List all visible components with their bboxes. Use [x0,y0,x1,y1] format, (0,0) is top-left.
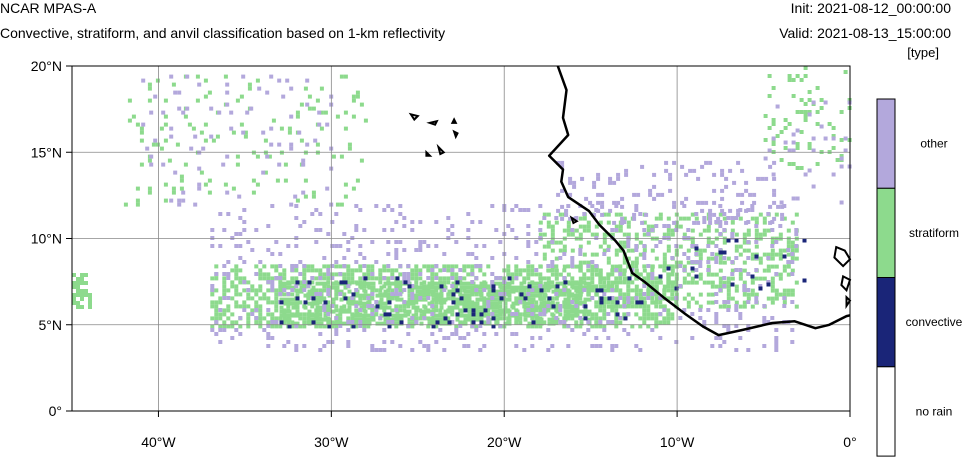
precip-region-convective [658,238,807,291]
coastline [408,65,852,337]
precip-region-other [210,204,799,352]
island-outline [452,129,459,140]
colorbar-swatch [876,98,896,189]
island-outline [436,143,446,156]
island-outline [833,245,852,268]
colorbar-label: other [920,137,947,151]
lat-tick-label: 20°N [31,58,62,74]
colorbar-label: stratiform [909,226,959,240]
island-outline [569,215,579,225]
gridlines [72,66,850,411]
island-outline [840,274,852,293]
lat-tick-label: 10°N [31,231,62,247]
colorbar-swatch [876,277,896,368]
island-outline [426,119,439,126]
precip-region-stratiform [763,66,852,170]
precip-region-stratiform [72,273,92,309]
island-outline [450,117,458,124]
colorbar-label: no rain [916,404,953,418]
init-time: Init: 2021-08-12_00:00:00 [790,0,951,16]
lon-tick-label: 0° [843,434,856,450]
lon-tick-label: 10°W [660,434,695,450]
colorbar-units: [type] [907,45,939,60]
lon-tick-label: 40°W [141,434,176,450]
plot-description: Convective, stratiform, and anvil classi… [0,25,446,41]
valid-time: Valid: 2021-08-13_15:00:00 [779,25,951,41]
colorbar-label: convective [906,315,963,329]
colorbar: other stratiform convective no rain [876,98,963,457]
precip-region-convective [279,276,644,329]
precip-field [72,66,852,352]
island-outline [425,149,433,157]
precip-region-other [141,74,334,207]
lat-tick-label: 0° [49,403,62,419]
lat-tick-label: 15°N [31,144,62,160]
lon-tick-label: 30°W [314,434,349,450]
axis-ticks: 20°N 15°N 10°N 5°N 0° 40°W 30°W 20°W 10°W 0° [31,58,857,450]
lat-tick-label: 5°N [39,317,63,333]
colorbar-swatch [876,187,896,279]
island-outline [408,112,420,122]
island-outline [845,294,852,310]
lon-tick-label: 20°W [487,434,522,450]
precip-region-other [556,160,785,225]
colorbar-swatch [876,366,896,457]
africa-coastline [547,65,851,337]
model-title: NCAR MPAS-A [0,0,97,16]
